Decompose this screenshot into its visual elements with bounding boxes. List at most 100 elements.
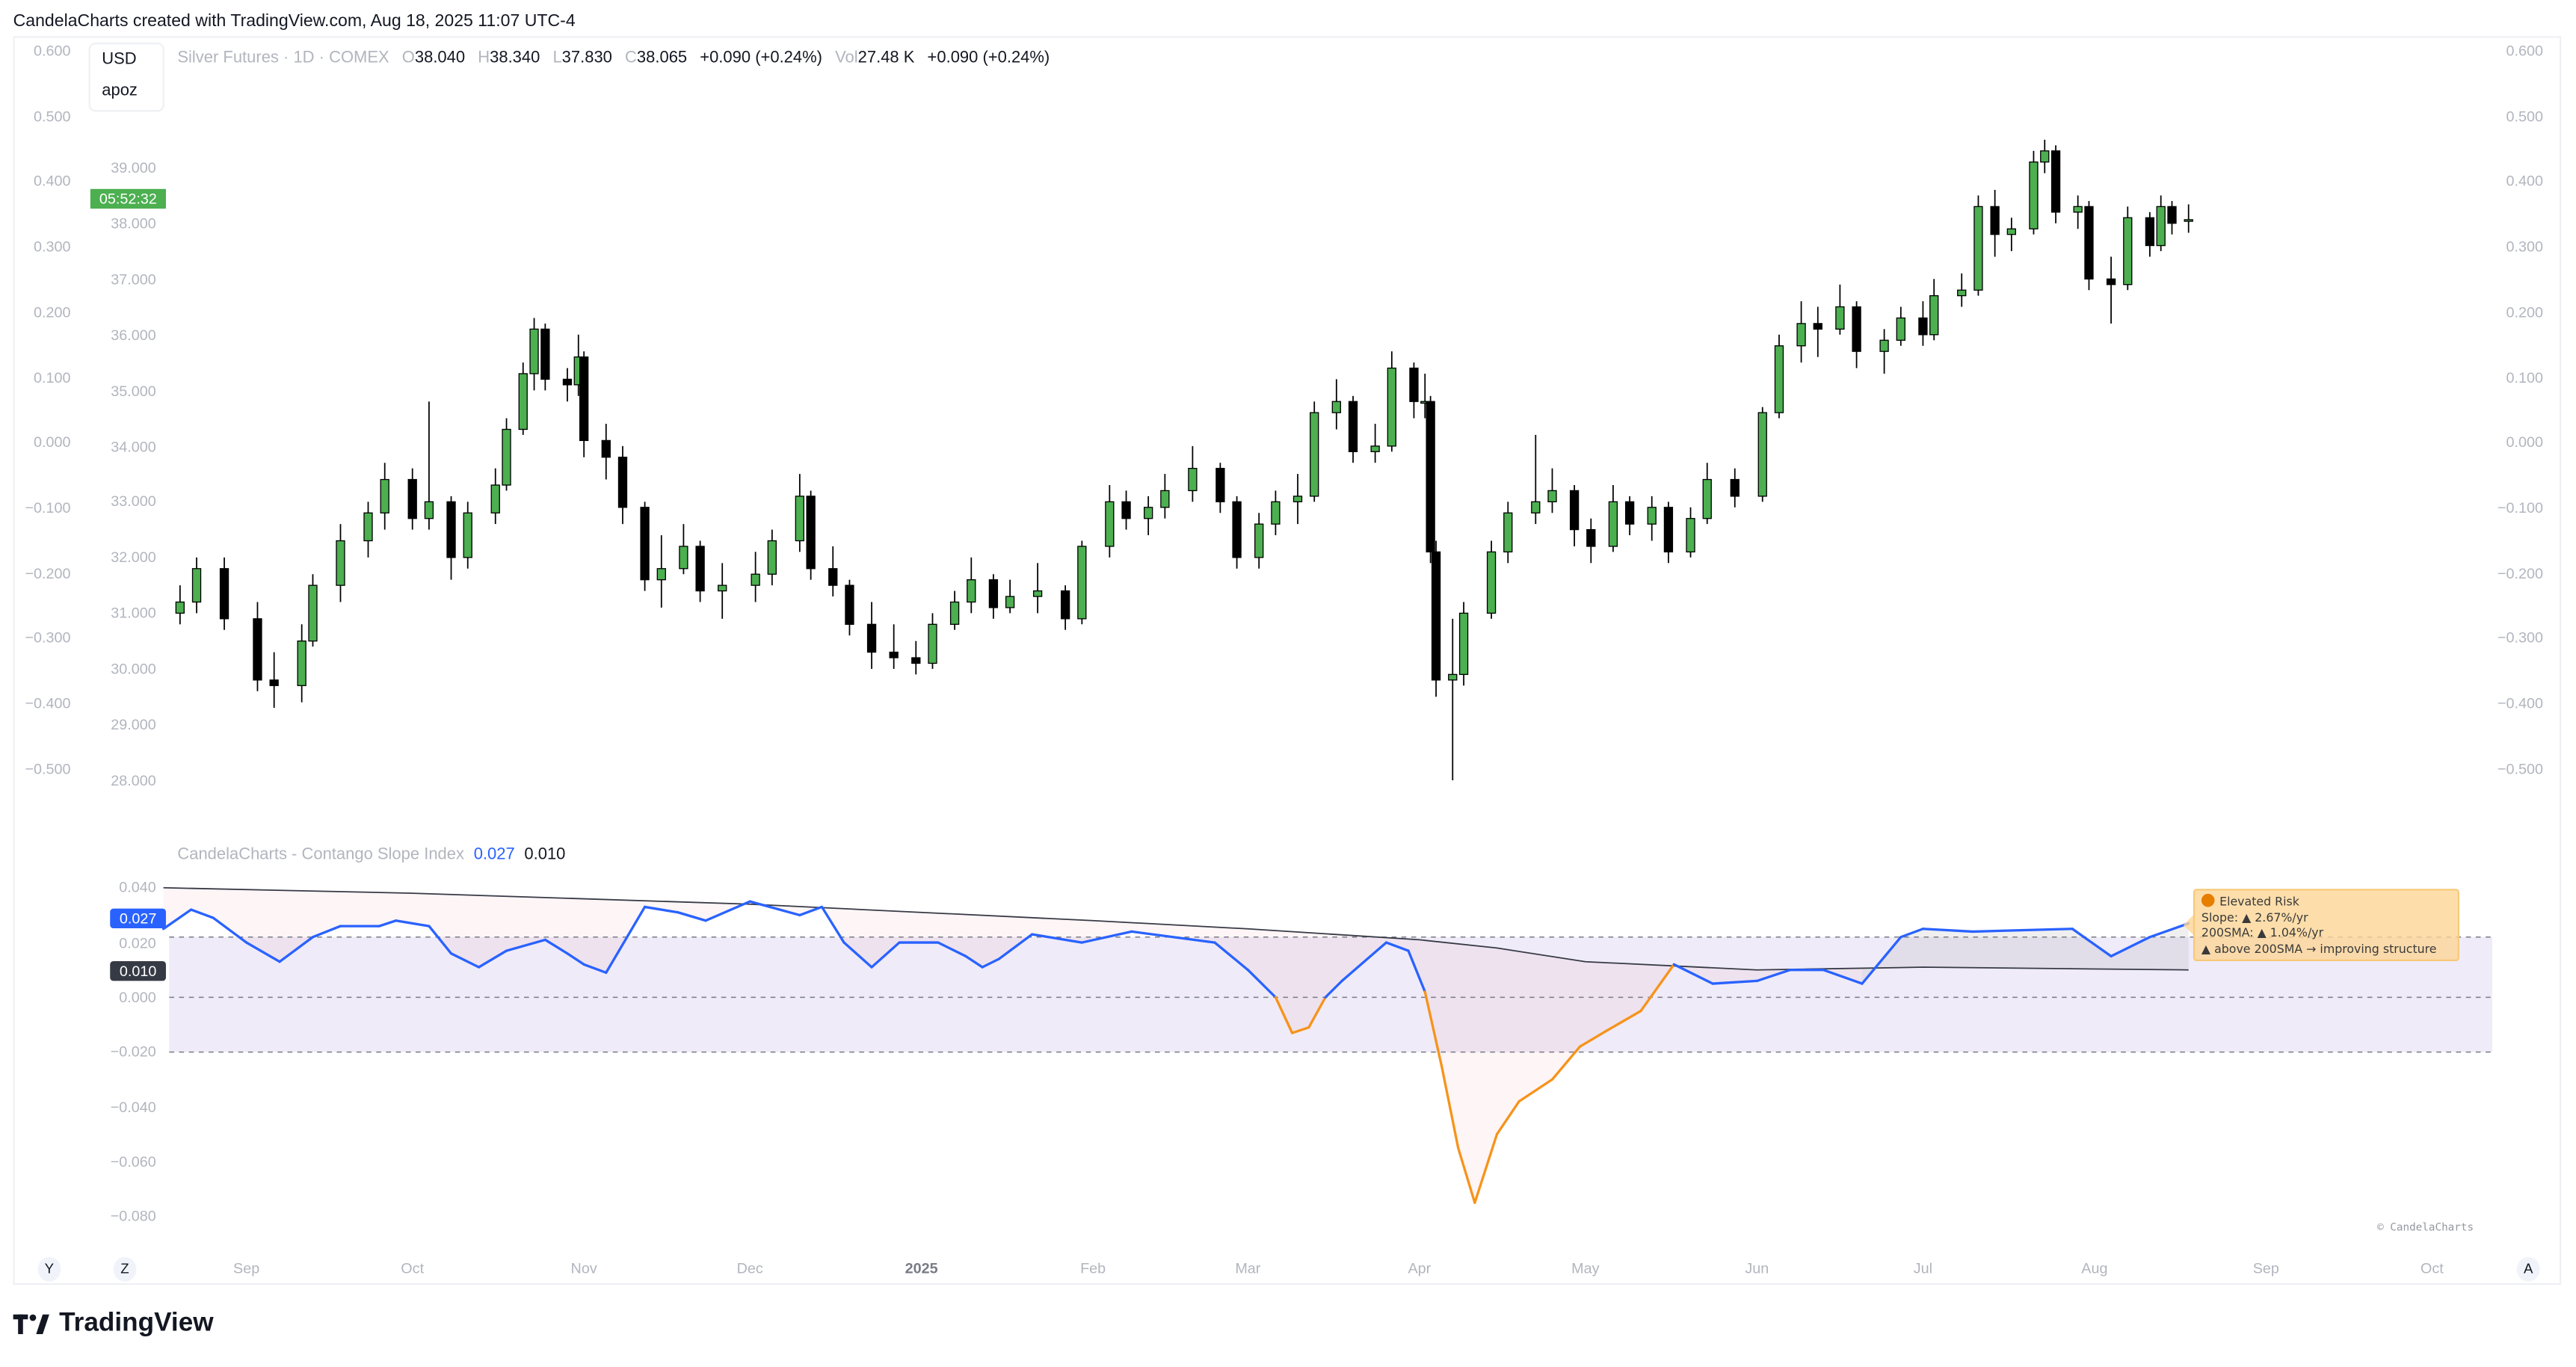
- slope-index-segment: [677, 911, 707, 922]
- candle-up: [297, 641, 306, 686]
- high-value: 38.340: [490, 49, 540, 68]
- unit-option[interactable]: apoz: [102, 81, 138, 101]
- candle-up: [967, 579, 976, 603]
- candle-down: [866, 623, 877, 653]
- below-sma-fill: [478, 895, 507, 968]
- candle-up: [463, 512, 472, 558]
- candle-up: [1486, 551, 1497, 614]
- slope-index-segment: [378, 919, 398, 928]
- currency-option[interactable]: USD: [102, 51, 137, 70]
- tradingview-logo[interactable]: TradingView: [13, 1309, 214, 1339]
- left-scale-tick-label: −0.400: [25, 694, 71, 712]
- candle-up: [1105, 501, 1115, 547]
- below-sma-fill: [1552, 956, 1580, 1080]
- right-scale-tick-label: 0.100: [2506, 368, 2544, 386]
- below-sma-fill: [899, 911, 938, 943]
- below-sma-fill: [1458, 943, 1475, 1203]
- candle-down: [617, 457, 628, 508]
- candle-up: [1757, 412, 1767, 497]
- candle-up: [1686, 518, 1695, 553]
- indicator-sma-value: 0.010: [524, 846, 566, 865]
- below-sma-fill: [340, 891, 380, 927]
- candle-up: [1370, 445, 1380, 452]
- volume-key: Vol: [835, 49, 858, 68]
- above-sma-fill: [2149, 923, 2189, 970]
- below-sma-fill: [1425, 940, 1442, 1066]
- candle-down: [407, 478, 417, 519]
- slope-index-segment: [543, 938, 569, 955]
- candle-up: [1448, 673, 1458, 681]
- time-tick-label: Oct: [2420, 1260, 2444, 1277]
- candle-up: [718, 584, 727, 592]
- risk-title: Elevated Risk: [2219, 893, 2299, 909]
- slope-index-segment: [704, 900, 751, 922]
- candle-down: [806, 496, 816, 570]
- price-tick-label: 34.000: [111, 437, 156, 454]
- slope-index-segment: [1307, 996, 1327, 1029]
- candle-up: [1144, 507, 1153, 519]
- right-scale-tick-label: 0.300: [2506, 238, 2544, 255]
- candle-up: [1796, 323, 1806, 347]
- indicator-tick-label: −0.080: [110, 1208, 156, 1225]
- candle-up: [1503, 512, 1513, 553]
- currency-unit-menu[interactable]: USD apoz: [88, 43, 164, 112]
- low-value: 37.830: [561, 49, 612, 68]
- candle-down: [889, 651, 899, 658]
- candle-up: [1032, 590, 1043, 597]
- slope-index-segment: [449, 952, 481, 969]
- time-tick-label: Sep: [2252, 1260, 2279, 1277]
- left-scale-tick-label: −0.300: [25, 629, 71, 647]
- candle-down: [2145, 217, 2155, 247]
- below-sma-fill: [1082, 920, 1132, 943]
- symbol-title[interactable]: Silver Futures · 1D · COMEX: [177, 49, 389, 68]
- left-scale-tick-label: 0.500: [33, 108, 71, 125]
- candle-up: [363, 512, 373, 542]
- price-tick-label: 37.000: [111, 271, 156, 288]
- price-tick-label: 33.000: [111, 493, 156, 510]
- candle-up: [1387, 367, 1396, 447]
- candle-up: [1647, 507, 1657, 525]
- candle-up: [795, 496, 804, 542]
- below-sma-fill: [1474, 945, 1497, 1203]
- close-value: 38.065: [636, 49, 688, 68]
- below-sma-fill: [1248, 928, 1276, 998]
- time-tick-label: Aug: [2081, 1260, 2108, 1277]
- candle-up: [1973, 206, 1983, 291]
- brand-name: TradingView: [59, 1309, 214, 1338]
- tradingview-logo-icon: [13, 1314, 49, 1335]
- candle-up: [336, 540, 345, 586]
- slope-index-segment: [1899, 928, 1925, 939]
- auto-scale-button[interactable]: A: [2516, 1256, 2540, 1282]
- candle-down: [1663, 507, 1674, 553]
- slope-index-segment: [643, 905, 680, 914]
- indicator-title[interactable]: CandelaCharts - Contango Slope Index: [177, 846, 464, 865]
- candle-up: [1957, 289, 1967, 297]
- candle-up: [529, 328, 539, 374]
- slope-index-segment: [1290, 1026, 1310, 1034]
- candle-up: [679, 546, 688, 570]
- candle-up: [1879, 339, 1889, 352]
- candle-up: [518, 373, 528, 431]
- candle-down: [1990, 206, 2000, 235]
- candle-down: [1348, 401, 1358, 452]
- slope-index-segment: [748, 900, 801, 917]
- candle-down: [828, 568, 838, 586]
- risk-sma: 200SMA: ▲ 1.04%/yr: [2201, 925, 2324, 940]
- candle-down: [1215, 467, 1225, 503]
- candle-up: [1702, 478, 1712, 519]
- below-sma-fill: [1292, 931, 1309, 1034]
- low-key: L: [552, 49, 562, 68]
- right-scale-tick-label: 0.000: [2506, 433, 2544, 451]
- slope-index-segment: [1861, 936, 1902, 985]
- zoom-button[interactable]: Z: [113, 1256, 137, 1282]
- right-scale-tick-label: 0.400: [2506, 173, 2544, 190]
- below-sma-fill: [965, 914, 983, 968]
- slope-index-segment: [1639, 963, 1675, 1013]
- candle-up: [191, 568, 202, 603]
- candle-up: [1896, 317, 1905, 341]
- slope-index-segment: [1340, 941, 1388, 983]
- slope-index-segment: [1473, 1132, 1499, 1204]
- log-scale-button[interactable]: Y: [37, 1256, 61, 1282]
- candle-down: [579, 356, 589, 442]
